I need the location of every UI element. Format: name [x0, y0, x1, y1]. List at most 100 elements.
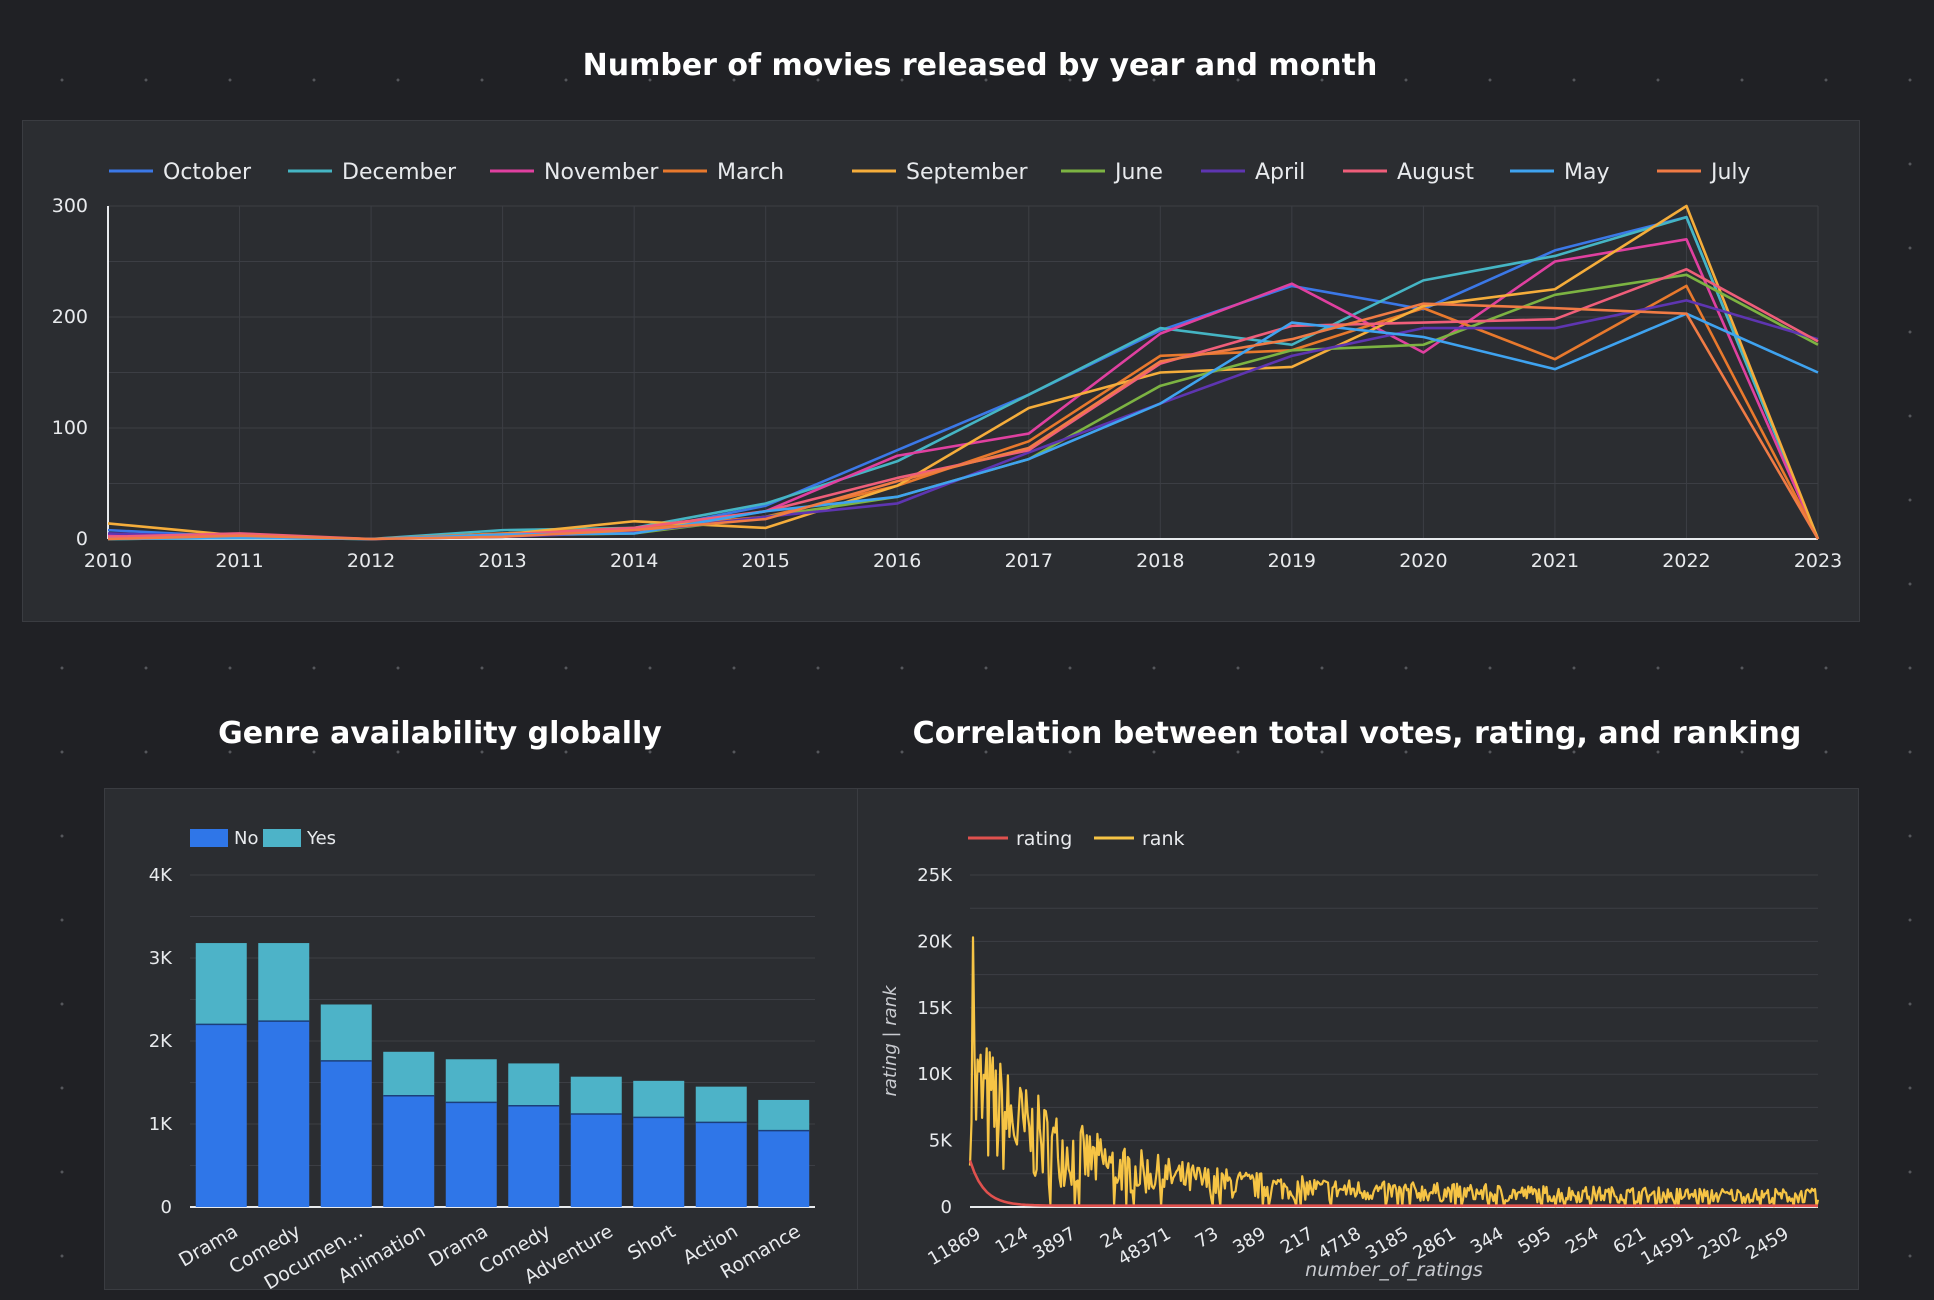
y-tick-label: 25K: [917, 865, 953, 886]
series-line-march: [107, 284, 1820, 541]
y-tick-label: 4K: [149, 865, 173, 886]
bar-no: [445, 1102, 497, 1207]
bar-no: [570, 1114, 622, 1207]
x-tick-label: 217: [1277, 1223, 1317, 1258]
x-tick-label: 3897: [1029, 1223, 1079, 1264]
series-line-april: [107, 299, 1819, 541]
bar-no: [633, 1117, 685, 1207]
x-tick-label: 11869: [924, 1223, 984, 1270]
y-tick-label: 20K: [917, 931, 953, 952]
legend-label: November: [544, 160, 659, 185]
y-tick-label: 200: [52, 306, 88, 328]
x-tick-label: 2018: [1136, 550, 1184, 572]
x-tick-label: 124: [992, 1223, 1032, 1258]
y-tick-label: 15K: [917, 998, 953, 1019]
bar-yes: [508, 1063, 560, 1106]
x-tick-label: 2010: [84, 550, 132, 572]
series-line-august: [107, 267, 1819, 541]
bar-yes: [570, 1076, 622, 1115]
y-tick-label: 0: [941, 1197, 952, 1218]
x-tick-label: 2019: [1268, 550, 1316, 572]
bar-no: [258, 1021, 310, 1207]
legend-label: July: [1709, 160, 1751, 185]
bar-no: [195, 1024, 247, 1207]
legend-item-rank: rank: [1094, 828, 1185, 850]
x-axis-title: number_of_ratings: [1305, 1259, 1483, 1281]
legend-label: May: [1564, 160, 1609, 185]
legend-label: Yes: [306, 828, 336, 849]
x-tick-label: 2012: [347, 550, 395, 572]
y-tick-label: 300: [52, 195, 88, 217]
x-tick-label: 344: [1467, 1223, 1507, 1258]
legend-item-october: October: [109, 160, 252, 185]
legend-label: No: [234, 828, 258, 849]
legend-item-may: May: [1510, 160, 1609, 185]
legend-item-november: November: [490, 160, 659, 185]
legend-item-august: August: [1343, 160, 1474, 185]
legend-item-rating: rating: [968, 828, 1072, 850]
x-tick-label: 2015: [742, 550, 790, 572]
series-line-rank: [968, 936, 1820, 1208]
legend-label: June: [1113, 160, 1163, 185]
x-tick-label: 595: [1515, 1223, 1555, 1258]
x-tick-label: 2016: [873, 550, 921, 572]
legend-item-september: September: [852, 160, 1029, 185]
genre-chart-title: Genre availability globally: [218, 716, 662, 751]
legend-label: rank: [1142, 828, 1185, 850]
bar-no: [508, 1105, 560, 1207]
bar-no: [383, 1095, 435, 1207]
x-tick-label: 2022: [1662, 550, 1710, 572]
x-tick-label: 2459: [1742, 1223, 1792, 1264]
legend-item-june: June: [1061, 160, 1163, 185]
bar-yes: [258, 943, 310, 1022]
bar-no: [758, 1130, 810, 1207]
line-chart: 0 100 200 300 2010 2011 2012 2013 2014 2015 2016 20…: [52, 160, 1842, 572]
line-chart-panel: 0 100 200 300 2010 2011 2012 2013 2014 2015 2016 20…: [22, 120, 1860, 622]
legend-label: September: [906, 160, 1029, 185]
legend-label: August: [1397, 160, 1474, 185]
series-line-june: [107, 273, 1819, 541]
y-tick-label: 5K: [929, 1131, 953, 1152]
bar-yes: [758, 1099, 810, 1131]
y-tick-label: 1K: [149, 1114, 173, 1135]
legend-label: December: [342, 160, 457, 185]
bar-yes: [633, 1080, 685, 1118]
legend-label: October: [163, 160, 252, 185]
legend-item-april: April: [1201, 160, 1305, 185]
legend-item-no: No: [190, 828, 258, 849]
legend-item-december: December: [288, 160, 457, 185]
series-line-may: [107, 312, 1819, 541]
correlation-chart-title: Correlation between total votes, rating,…: [912, 716, 1802, 751]
y-tick-label: 10K: [917, 1064, 953, 1085]
correlation-chart-panel: 0 5K 10K 15K 20K 25K rating | rank number_of_ra…: [857, 788, 1859, 1290]
y-tick-label: 0: [76, 528, 88, 550]
bar-yes: [320, 1004, 372, 1061]
bar-no: [320, 1060, 372, 1207]
legend-item-march: March: [663, 160, 784, 185]
genre-bar-chart: 01K2K3K4KDramaComedyDocumen…AnimationDra…: [149, 828, 815, 1294]
legend-swatch: [190, 829, 228, 847]
x-tick-label: 2020: [1399, 550, 1447, 572]
bar-yes: [195, 943, 247, 1025]
x-tick-label: 2023: [1794, 550, 1842, 572]
x-tick-label: 73: [1192, 1223, 1222, 1253]
legend-swatch: [263, 829, 301, 847]
x-tick-label: 2014: [610, 550, 658, 572]
x-tick-label: 2013: [478, 550, 526, 572]
y-tick-label: 3K: [149, 948, 173, 969]
bar-yes: [445, 1059, 497, 1103]
x-tick-label: 389: [1229, 1223, 1269, 1258]
y-tick-label: 2K: [149, 1031, 173, 1052]
series-line-december: [107, 215, 1820, 541]
correlation-chart: 0 5K 10K 15K 20K 25K rating | rank number_of_ra…: [880, 828, 1820, 1281]
legend-item-july: July: [1657, 160, 1751, 185]
series-line-rating: [968, 1160, 1818, 1208]
series-line-july: [107, 302, 1820, 541]
legend-label: rating: [1016, 828, 1072, 850]
genre-chart-panel: 0 1K 2K 3K 4K Drama Comedy Documen… Animation Dra…: [104, 788, 858, 1294]
bar-no: [695, 1122, 747, 1207]
legend-label: April: [1255, 160, 1305, 185]
y-tick-label: 100: [52, 417, 88, 439]
bar-yes: [383, 1051, 435, 1096]
x-tick-label: 254: [1562, 1223, 1602, 1258]
